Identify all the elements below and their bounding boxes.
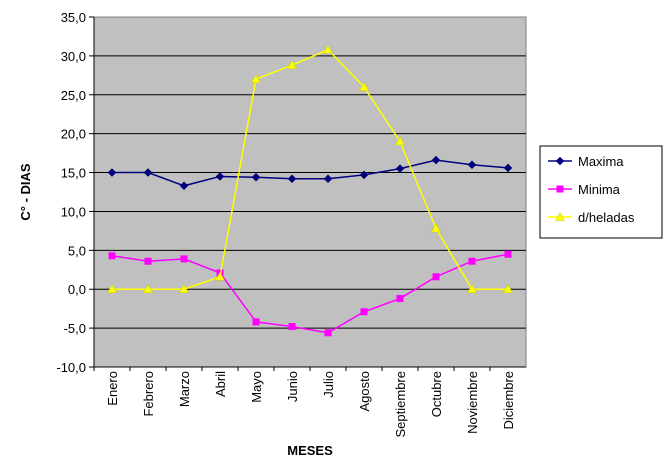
data-point (395, 136, 405, 146)
series-line (112, 159, 509, 187)
legend-marker (556, 185, 564, 193)
legend-item: Minima (548, 182, 621, 197)
y-tick-label: 5,0 (68, 243, 86, 258)
data-point (323, 44, 333, 54)
series-maxima (107, 155, 513, 191)
x-tick-label: Junio (285, 371, 300, 402)
series-minima (108, 250, 512, 337)
data-point (143, 168, 153, 177)
legend-item: d/heladas (548, 210, 635, 225)
x-tick-label: Febrero (141, 371, 156, 417)
data-point (215, 271, 225, 281)
legend: Maxima Minima d/heladas (539, 145, 663, 239)
legend-label: Maxima (578, 154, 624, 169)
y-tick-label: 30,0 (61, 49, 86, 64)
y-tick-label: 0,0 (68, 282, 86, 297)
data-point (215, 172, 225, 181)
data-point (359, 81, 369, 91)
y-tick-label: 25,0 (61, 88, 86, 103)
data-point (431, 223, 441, 233)
data-point (396, 295, 404, 303)
data-point (251, 74, 261, 83)
data-point (431, 155, 441, 165)
data-point (107, 284, 117, 293)
y-axis-title: C° - DIAS (18, 163, 33, 221)
series-line (112, 48, 508, 290)
x-tick-label: Julio (321, 371, 336, 398)
series-dheladas (107, 44, 513, 293)
x-tick-label: Enero (105, 371, 120, 406)
data-point (252, 318, 260, 326)
x-tick-label: Septiembre (393, 371, 408, 437)
gridlines (89, 16, 526, 371)
x-tick-label: Abril (213, 371, 228, 397)
x-tick-label: Noviembre (465, 371, 480, 434)
y-tick-labels: -10,0 -5,0 0,0 5,0 10,0 15,0 20,0 25,0 30,0 35,0 (56, 10, 86, 375)
data-point (468, 257, 476, 265)
data-point (288, 323, 296, 331)
data-point (432, 273, 440, 281)
x-tick-label: Agosto (357, 371, 372, 411)
data-point (503, 284, 513, 293)
data-point (395, 164, 405, 174)
y-tick-label: -5,0 (64, 321, 86, 336)
legend-marker (555, 156, 565, 166)
data-point (179, 181, 189, 191)
x-tick-label: Marzo (177, 371, 192, 407)
x-axis-title: MESES (287, 443, 333, 458)
data-point (360, 308, 368, 316)
y-tick-label: -10,0 (56, 360, 86, 375)
series-line (111, 253, 509, 334)
data-point (467, 284, 477, 293)
legend-marker (555, 211, 565, 221)
data-point (251, 172, 261, 182)
data-point (179, 284, 189, 293)
data-point (324, 329, 332, 337)
data-point (143, 284, 153, 293)
data-point (359, 170, 369, 180)
y-tick-label: 20,0 (61, 127, 86, 142)
data-point (503, 163, 513, 173)
x-tick-label: Octubre (429, 371, 444, 417)
y-tick-label: 10,0 (61, 204, 86, 219)
data-point (180, 255, 188, 263)
data-point (504, 250, 512, 258)
x-tick-label: Mayo (249, 371, 264, 403)
x-tick-label: Diciembre (501, 371, 516, 430)
plot-area (93, 16, 527, 368)
legend-label: d/heladas (578, 210, 635, 225)
data-point (108, 252, 116, 260)
y-tick-label: 35,0 (61, 10, 86, 25)
legend-label: Minima (578, 182, 621, 197)
x-tick-labels: Enero Febrero Marzo Abril Mayo Junio Julio Agos… (105, 371, 516, 438)
data-point (287, 174, 297, 184)
y-tick-label: 15,0 (61, 166, 86, 181)
data-point (467, 160, 477, 170)
legend-item: Maxima (548, 154, 624, 169)
data-point (287, 60, 297, 69)
data-point (323, 174, 333, 184)
series-layer (107, 44, 513, 337)
data-point (107, 168, 117, 177)
data-point (144, 257, 152, 265)
